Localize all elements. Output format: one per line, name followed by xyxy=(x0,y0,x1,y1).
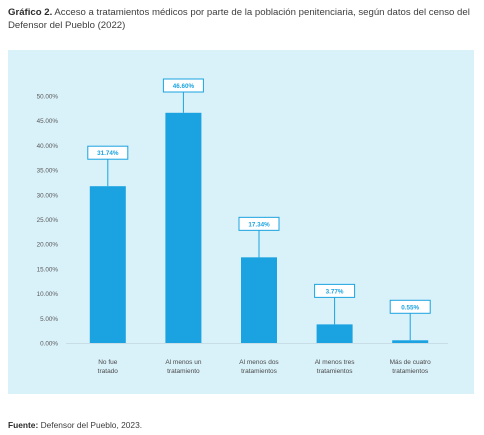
y-tick-label: 40.00% xyxy=(37,143,59,150)
y-tick-label: 50.00% xyxy=(37,94,59,101)
data-label-box xyxy=(162,78,204,93)
caption-lead: Gráfico 2. xyxy=(8,7,53,18)
data-label: 17.34% xyxy=(248,221,270,228)
data-label: 31.74% xyxy=(97,150,119,157)
bar xyxy=(89,186,126,343)
data-label-box xyxy=(389,299,431,314)
y-tick-label: 45.00% xyxy=(37,118,59,125)
x-tick-label: tratamientos xyxy=(317,368,354,375)
data-label: 0.55% xyxy=(401,304,419,311)
x-tick-label: Más de cuatro xyxy=(390,359,432,366)
caption-text: Acceso a tratamientos médicos por parte … xyxy=(8,7,470,31)
x-tick-label: Al menos dos xyxy=(239,359,279,366)
y-tick-label: 20.00% xyxy=(37,242,59,249)
x-tick-label: Al menos tres xyxy=(315,359,355,366)
y-tick-label: 30.00% xyxy=(37,192,59,199)
data-label: 46.60% xyxy=(173,83,195,90)
y-tick-label: 35.00% xyxy=(37,168,59,175)
figure-caption: Gráfico 2. Acceso a tratamientos médicos… xyxy=(8,6,476,32)
source-text: Defensor del Pueblo, 2023. xyxy=(38,420,143,430)
data-label-box xyxy=(314,283,356,298)
y-tick-label: 10.00% xyxy=(37,291,59,298)
data-label-box xyxy=(87,145,129,160)
source-note: Fuente: Defensor del Pueblo, 2023. xyxy=(8,420,142,430)
x-tick-label: Al menos un xyxy=(165,359,202,366)
bar xyxy=(392,340,429,343)
x-tick-label: tratamiento xyxy=(167,368,200,375)
bar xyxy=(241,257,277,343)
source-lead: Fuente: xyxy=(8,420,39,430)
x-tick-label: tratado xyxy=(98,368,119,375)
bar xyxy=(165,112,202,344)
y-tick-label: 15.00% xyxy=(37,266,59,273)
bar xyxy=(316,324,353,343)
y-tick-label: 5.00% xyxy=(40,316,58,323)
data-label-box xyxy=(238,216,280,231)
y-tick-label: 0.00% xyxy=(40,341,58,348)
x-tick-label: No fue xyxy=(98,359,118,366)
x-tick-label: tratamientos xyxy=(392,368,429,375)
x-tick-label: tratamientos xyxy=(241,368,278,375)
y-tick-label: 25.00% xyxy=(37,217,59,224)
data-label: 3.77% xyxy=(326,288,344,295)
